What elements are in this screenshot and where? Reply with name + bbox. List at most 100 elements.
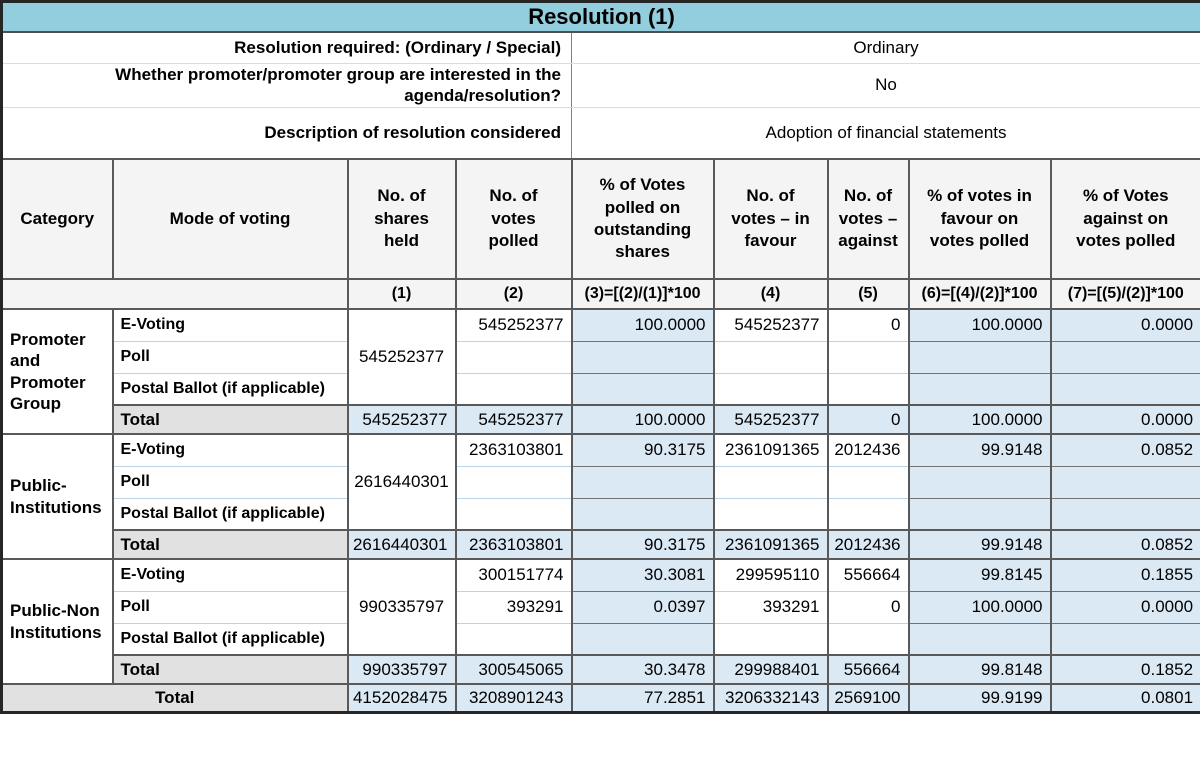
pct-polled-cell: 90.3175 [570, 434, 715, 467]
votes-favour-total-cell: 545252377 [712, 405, 829, 435]
votes-favour-total-cell: 2361091365 [712, 530, 829, 560]
grand-total-label: Total [0, 684, 349, 712]
pct-against-cell [1049, 341, 1200, 374]
votes-favour-cell [712, 498, 829, 531]
pct-against-cell [1049, 498, 1200, 531]
votes-against-cell: 556664 [826, 559, 910, 592]
shares-held-cell: 2616440301 [346, 434, 457, 531]
pct-against-cell: 0.0000 [1049, 309, 1200, 342]
col-header-category: Category [0, 159, 114, 280]
pct-favour-total-cell: 99.9148 [907, 530, 1052, 560]
shares-held-cell: 990335797 [346, 559, 457, 656]
pct-favour-total-cell: 100.0000 [907, 405, 1052, 435]
pct-favour-cell: 100.0000 [907, 591, 1052, 624]
pct-against-total-cell: 0.1852 [1049, 655, 1200, 685]
col-header-votes-polled: No. of votes polled [454, 159, 573, 280]
group-total-label: Total [111, 405, 349, 435]
pct-favour-total-cell: 99.8148 [907, 655, 1052, 685]
table-row: Postal Ballot (if applicable) [2, 498, 1200, 531]
votes-favour-cell: 393291 [712, 591, 829, 624]
pct-against-cell [1049, 373, 1200, 406]
votes-against-cell [826, 341, 910, 374]
formula-col3: (3)=[(2)/(1)]*100 [570, 279, 715, 310]
pct-polled-total-cell: 90.3175 [570, 530, 715, 560]
mode-cell: Postal Ballot (if applicable) [111, 623, 349, 656]
resolution-required-value: Ordinary [570, 31, 1200, 64]
pct-polled-cell [570, 498, 715, 531]
mode-cell: Poll [111, 591, 349, 624]
mode-cell: E-Voting [111, 309, 349, 342]
mode-cell: Postal Ballot (if applicable) [111, 373, 349, 406]
formula-col7: (7)=[(5)/(2)]*100 [1049, 279, 1200, 310]
resolution-required-label: Resolution required: (Ordinary / Special… [1, 31, 572, 64]
pct-favour-cell [907, 498, 1052, 531]
description-value: Adoption of financial statements [570, 107, 1200, 160]
votes-against-cell: 0 [826, 309, 910, 342]
header-row: Category Mode of voting No. of shares he… [0, 159, 1200, 280]
table-row: Resolution required: (Ordinary / Special… [1, 31, 1200, 64]
table-row: Description of resolution considered Ado… [1, 107, 1200, 160]
pct-polled-total-cell: 100.0000 [570, 405, 715, 435]
votes-favour-grand-cell: 3206332143 [712, 684, 829, 712]
votes-against-total-cell: 2012436 [826, 530, 910, 560]
group-total-row: Total 990335797 300545065 30.3478 299988… [2, 655, 1200, 685]
votes-polled-total-cell: 545252377 [454, 405, 573, 435]
votes-against-cell [826, 623, 910, 656]
col-header-votes-against: No. of votes – against [826, 159, 910, 280]
votes-polled-total-cell: 300545065 [454, 655, 573, 685]
votes-polled-cell: 393291 [454, 591, 573, 624]
votes-polled-grand-cell: 3208901243 [454, 684, 573, 712]
votes-against-grand-cell: 2569100 [826, 684, 910, 712]
pct-against-cell [1049, 466, 1200, 499]
votes-against-cell [826, 466, 910, 499]
votes-polled-cell: 300151774 [454, 559, 573, 592]
votes-favour-cell [712, 373, 829, 406]
pct-polled-grand-cell: 77.2851 [570, 684, 715, 712]
pct-against-cell [1049, 623, 1200, 656]
mode-cell: E-Voting [111, 434, 349, 467]
formula-col6: (6)=[(4)/(2)]*100 [907, 279, 1052, 310]
pct-polled-cell [570, 623, 715, 656]
pct-against-cell: 0.0852 [1049, 434, 1200, 467]
promoter-interest-value: No [570, 63, 1200, 108]
table-row: Poll [2, 466, 1200, 499]
table-row: Whether promoter/promoter group are inte… [1, 63, 1200, 108]
pct-favour-cell [907, 466, 1052, 499]
pct-against-cell: 0.1855 [1049, 559, 1200, 592]
resolution-table: Resolution (1) Resolution required: (Ord… [0, 0, 1200, 714]
shares-held-grand-cell: 4152028475 [346, 684, 457, 712]
votes-favour-cell: 2361091365 [712, 434, 829, 467]
pct-favour-cell [907, 373, 1052, 406]
votes-against-total-cell: 0 [826, 405, 910, 435]
shares-held-total-cell: 2616440301 [346, 530, 457, 560]
category-cell: Public-Institutions [0, 434, 114, 560]
pct-favour-cell [907, 341, 1052, 374]
pct-polled-cell: 30.3081 [570, 559, 715, 592]
votes-polled-cell [454, 373, 573, 406]
table-row: Postal Ballot (if applicable) [2, 373, 1200, 406]
table-row: Postal Ballot (if applicable) [2, 623, 1200, 656]
resolution-title: Resolution (1) [1, 1, 1200, 33]
votes-polled-cell: 2363103801 [454, 434, 573, 467]
mode-cell: Postal Ballot (if applicable) [111, 498, 349, 531]
table-row: Public-Non Institutions E-Voting 9903357… [0, 559, 1200, 685]
pct-favour-cell: 100.0000 [907, 309, 1052, 342]
pct-polled-cell [570, 466, 715, 499]
pct-favour-cell [907, 623, 1052, 656]
grand-total-row: Total 4152028475 3208901243 77.2851 3206… [0, 684, 1200, 712]
pct-polled-cell [570, 341, 715, 374]
table-row: Poll 393291 0.0397 393291 0 100.0000 0.0… [2, 591, 1200, 624]
col-header-votes-favour: No. of votes – in favour [712, 159, 829, 280]
formula-col2: (2) [454, 279, 573, 310]
mode-cell: Poll [111, 466, 349, 499]
promoter-interest-label: Whether promoter/promoter group are inte… [1, 63, 572, 108]
col-header-mode: Mode of voting [111, 159, 349, 280]
shares-held-total-cell: 990335797 [346, 655, 457, 685]
pct-polled-cell: 0.0397 [570, 591, 715, 624]
pct-favour-grand-cell: 99.9199 [907, 684, 1052, 712]
table-row: Resolution (1) [1, 1, 1200, 33]
pct-against-total-cell: 0.0000 [1049, 405, 1200, 435]
description-label: Description of resolution considered [1, 107, 572, 160]
votes-against-cell: 0 [826, 591, 910, 624]
